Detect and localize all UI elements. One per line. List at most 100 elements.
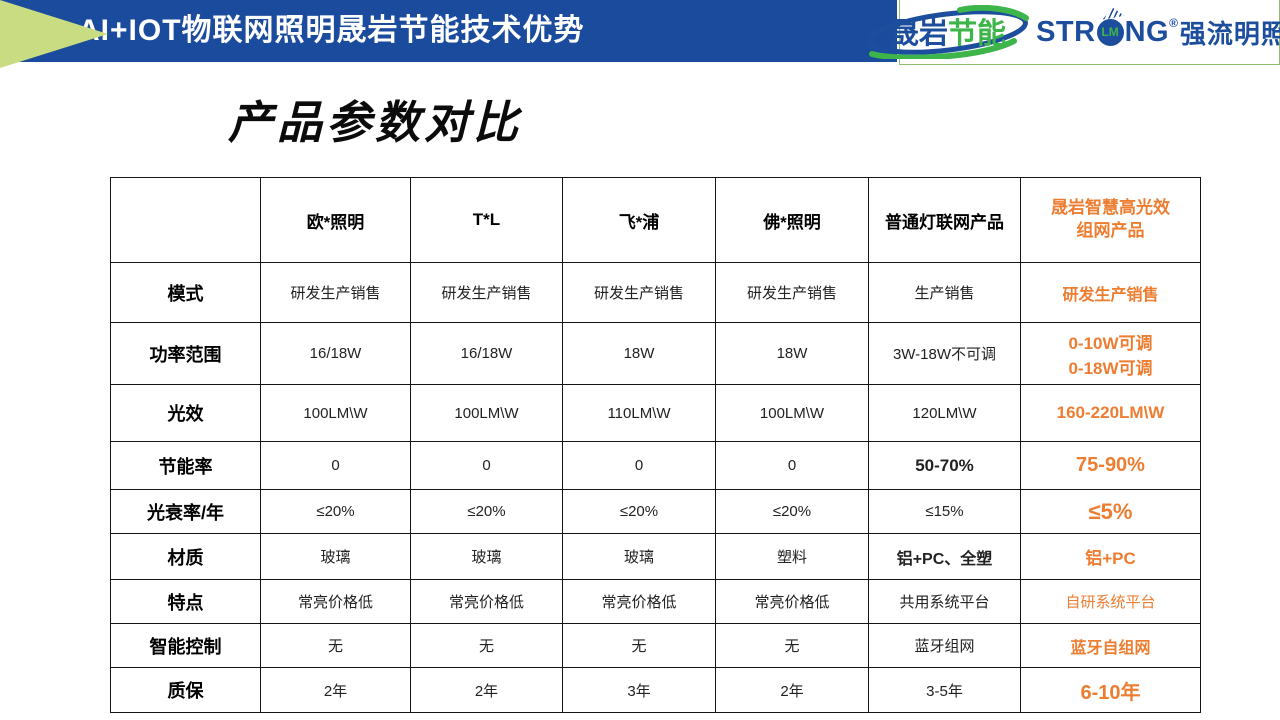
- lm-circle-text: LM: [1101, 25, 1119, 39]
- column-header-highlight: 晟岩智慧高光效 组网产品: [1020, 177, 1201, 263]
- row-label: 特点: [110, 579, 261, 624]
- row-label: 材质: [110, 533, 261, 580]
- column-header: T*L: [410, 177, 563, 263]
- table-cell: 无: [562, 623, 716, 668]
- lm-circle-icon: LM: [1096, 18, 1124, 46]
- table-cell: 100LM\W: [410, 384, 563, 442]
- table-cell: 常亮价格低: [410, 579, 563, 624]
- table-cell-highlight: 自研系统平台: [1020, 579, 1201, 624]
- table-cell: 玻璃: [410, 533, 563, 580]
- table-cell: 18W: [562, 322, 716, 385]
- table-cell-highlight: 75-90%: [1020, 441, 1201, 490]
- table-cell: 玻璃: [260, 533, 411, 580]
- table-row: 节能率 0 0 0 0 50-70% 75-90%: [110, 441, 1201, 490]
- row-label: 光效: [110, 384, 261, 442]
- table-cell: ≤20%: [260, 489, 411, 534]
- table-cell: 研发生产销售: [410, 262, 563, 323]
- banner-title: AI+IOT物联网照明晟岩节能技术优势: [78, 14, 585, 47]
- table-cell: 0: [260, 441, 411, 490]
- page-title: 产品参数对比: [228, 97, 523, 148]
- row-label: 质保: [110, 667, 261, 713]
- table-cell: 16/18W: [410, 322, 563, 385]
- table-cell: 研发生产销售: [562, 262, 716, 323]
- table-row: 光衰率/年 ≤20% ≤20% ≤20% ≤20% ≤15% ≤5%: [110, 489, 1201, 534]
- table-cell: 共用系统平台: [868, 579, 1021, 624]
- table-cell: 3-5年: [868, 667, 1021, 713]
- table-cell: 常亮价格低: [260, 579, 411, 624]
- table-row: 质保 2年 2年 3年 2年 3-5年 6-10年: [110, 667, 1201, 713]
- table-cell: 2年: [715, 667, 869, 713]
- row-label: 模式: [110, 262, 261, 323]
- shengyan-logo: 晟岩节能: [868, 5, 1030, 59]
- table-cell: 铝+PC、全塑: [868, 533, 1021, 580]
- table-row: 光效 100LM\W 100LM\W 110LM\W 100LM\W 120LM…: [110, 384, 1201, 442]
- table-cell: 100LM\W: [715, 384, 869, 442]
- table-cell: 2年: [260, 667, 411, 713]
- column-header: [110, 177, 261, 263]
- table-cell: 120LM\W: [868, 384, 1021, 442]
- banner-bar: AI+IOT物联网照明晟岩节能技术优势: [0, 0, 897, 62]
- table-cell-highlight: ≤5%: [1020, 489, 1201, 534]
- table-cell: 50-70%: [868, 441, 1021, 490]
- strong-logo-prefix: STR: [1036, 15, 1096, 48]
- table-cell: 无: [715, 623, 869, 668]
- table-cell-highlight: 160-220LM\W: [1020, 384, 1201, 442]
- table-cell: 0: [715, 441, 869, 490]
- row-label: 节能率: [110, 441, 261, 490]
- table-cell: 110LM\W: [562, 384, 716, 442]
- column-header: 普通灯联网产品: [868, 177, 1021, 263]
- comparison-table: 欧*照明 T*L 飞*浦 佛*照明 普通灯联网产品 晟岩智慧高光效 组网产品 模…: [110, 177, 1201, 713]
- table-row: 材质 玻璃 玻璃 玻璃 塑料 铝+PC、全塑 铝+PC: [110, 533, 1201, 580]
- table-cell: 3W-18W不可调: [868, 322, 1021, 385]
- table-cell: 18W: [715, 322, 869, 385]
- table-cell: 无: [260, 623, 411, 668]
- table-row: 智能控制 无 无 无 无 蓝牙组网 蓝牙自组网: [110, 623, 1201, 668]
- table-cell-highlight: 研发生产销售: [1020, 262, 1201, 323]
- table-cell: 常亮价格低: [715, 579, 869, 624]
- table-cell: 常亮价格低: [562, 579, 716, 624]
- table-header-row: 欧*照明 T*L 飞*浦 佛*照明 普通灯联网产品 晟岩智慧高光效 组网产品: [110, 177, 1201, 263]
- row-label: 智能控制: [110, 623, 261, 668]
- table-cell: 2年: [410, 667, 563, 713]
- orbit-ellipse-icon: [868, 9, 1029, 55]
- table-cell: 3年: [562, 667, 716, 713]
- table-cell: 塑料: [715, 533, 869, 580]
- orbit-swoosh-top-icon: [957, 5, 1030, 21]
- table-cell: ≤15%: [868, 489, 1021, 534]
- table-cell: 16/18W: [260, 322, 411, 385]
- strong-logo: STR LM NG ® 强流明照明: [1036, 7, 1280, 51]
- column-header: 飞*浦: [562, 177, 716, 263]
- rays-icon: [1102, 7, 1125, 20]
- table-row: 特点 常亮价格低 常亮价格低 常亮价格低 常亮价格低 共用系统平台 自研系统平台: [110, 579, 1201, 624]
- table-cell: 0: [410, 441, 563, 490]
- orbit-swoosh-bottom-icon: [869, 38, 1018, 59]
- logo-box: 晟岩节能 STR LM NG ® 强流明照明: [868, 0, 1280, 65]
- table-cell: 100LM\W: [260, 384, 411, 442]
- table-cell-highlight: 0-10W可调 0-18W可调: [1020, 322, 1201, 385]
- table-cell: 无: [410, 623, 563, 668]
- table-row: 功率范围 16/18W 16/18W 18W 18W 3W-18W不可调 0-1…: [110, 322, 1201, 385]
- table-cell: ≤20%: [410, 489, 563, 534]
- table-cell: 研发生产销售: [715, 262, 869, 323]
- table-cell: 蓝牙组网: [868, 623, 1021, 668]
- table-cell-highlight: 蓝牙自组网: [1020, 623, 1201, 668]
- table-cell: ≤20%: [715, 489, 869, 534]
- strong-logo-cn: 强流明照明: [1179, 18, 1280, 49]
- registered-mark-icon: ®: [1169, 15, 1178, 30]
- table-cell: 玻璃: [562, 533, 716, 580]
- row-label: 功率范围: [110, 322, 261, 385]
- table-cell: 生产销售: [868, 262, 1021, 323]
- table-cell-highlight: 6-10年: [1020, 667, 1201, 713]
- row-label: 光衰率/年: [110, 489, 261, 534]
- shengyan-logo-text: 晟岩节能: [890, 17, 1006, 50]
- strong-logo-circle: LM: [1096, 7, 1125, 46]
- table-cell: 研发生产销售: [260, 262, 411, 323]
- strong-logo-suffix: NG: [1124, 15, 1170, 48]
- table-cell: ≤20%: [562, 489, 716, 534]
- column-header: 欧*照明: [260, 177, 411, 263]
- table-cell-highlight: 铝+PC: [1020, 533, 1201, 580]
- table-cell: 0: [562, 441, 716, 490]
- column-header: 佛*照明: [715, 177, 869, 263]
- table-row: 模式 研发生产销售 研发生产销售 研发生产销售 研发生产销售 生产销售 研发生产…: [110, 262, 1201, 323]
